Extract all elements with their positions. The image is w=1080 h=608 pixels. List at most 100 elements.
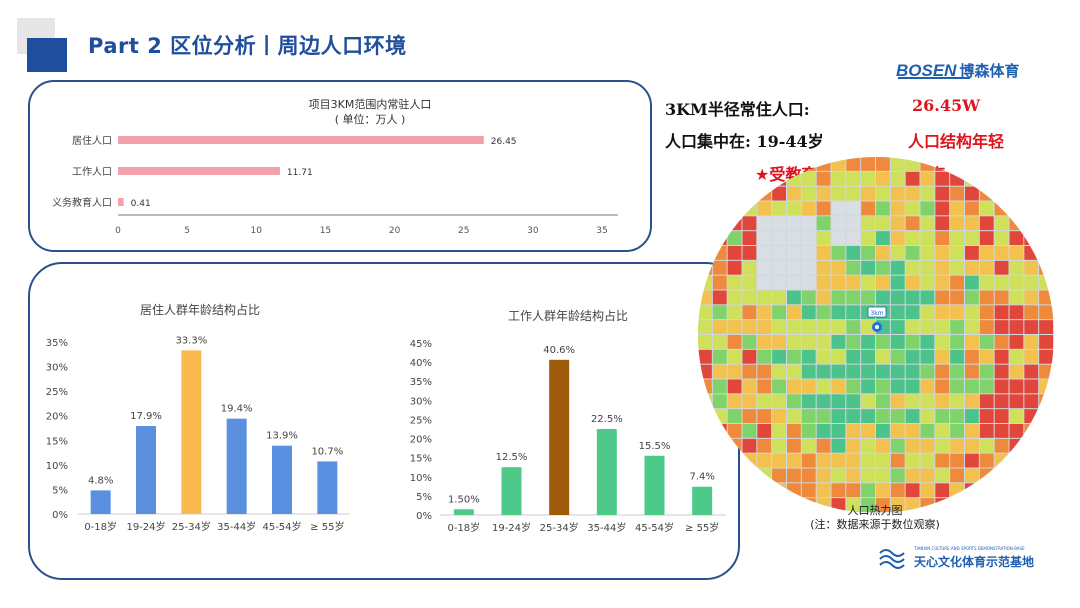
heat-cell: [742, 216, 757, 231]
heat-cell: [801, 468, 816, 483]
heat-cell: [861, 468, 875, 483]
heat-cell: [890, 201, 905, 216]
heat-cell: [905, 409, 920, 423]
heat-cell: [742, 424, 757, 438]
bosen-logo: BOSEN 博森体育: [896, 60, 1019, 81]
heat-cell: [727, 320, 742, 334]
heat-cell: [1009, 320, 1024, 334]
category-label: 45-54岁: [262, 520, 301, 533]
category-label: 45-54岁: [635, 521, 674, 534]
heat-cell: [831, 335, 846, 349]
heat-cell: [905, 320, 920, 334]
heat-cell: [861, 379, 875, 394]
heat-cell: [1024, 186, 1039, 201]
heat-cell: [905, 260, 920, 275]
data-label: 22.5%: [591, 414, 623, 425]
heat-cell: [950, 483, 964, 498]
heat-cell: [920, 364, 935, 379]
heat-cell: [712, 335, 727, 349]
heat-cell: [979, 424, 994, 438]
data-label: 0.41: [131, 199, 151, 209]
heat-cell: [1024, 275, 1039, 290]
heat-cell: [876, 394, 890, 409]
heat-cell: [1039, 157, 1053, 171]
heat-cell: [935, 468, 950, 483]
category-label: 0-18岁: [447, 521, 480, 534]
heat-cell: [935, 335, 950, 349]
heat-cell: [979, 379, 994, 394]
heat-cell: [1039, 290, 1053, 305]
data-label: 13.9%: [266, 431, 298, 442]
heat-cell: [1009, 468, 1024, 483]
heat-cell: [905, 349, 920, 364]
heat-cell: [994, 453, 1009, 468]
heat-cell: [1024, 335, 1039, 349]
heat-cell: [905, 216, 920, 231]
data-label: 15.5%: [639, 441, 671, 452]
heat-cell: [772, 320, 786, 334]
heat-cell: [727, 335, 742, 349]
heat-cell: [698, 231, 712, 245]
heat-cell: [965, 275, 979, 290]
heat-cell: [1024, 201, 1039, 216]
heat-cell: [742, 275, 757, 290]
heat-cell: [787, 305, 801, 320]
heat-cell: [861, 453, 875, 468]
heat-cell: [890, 409, 905, 423]
heat-cell: [876, 364, 890, 379]
heat-cell: [905, 231, 920, 245]
heat-cell: [965, 320, 979, 334]
heat-cell: [801, 260, 816, 275]
heat-cell: [994, 379, 1009, 394]
heat-cell: [816, 379, 831, 394]
heat-cell: [905, 157, 920, 171]
heat-cell: [920, 186, 935, 201]
heat-cell: [772, 394, 786, 409]
heat-cell: [890, 498, 905, 512]
heat-cell: [1009, 246, 1024, 260]
heat-cell: [950, 335, 964, 349]
heat-cell: [1024, 246, 1039, 260]
heat-cell: [965, 349, 979, 364]
heat-cell: [1009, 305, 1024, 320]
heat-cell: [1024, 364, 1039, 379]
heat-cell: [831, 275, 846, 290]
heat-cell: [920, 483, 935, 498]
heat-cell: [846, 335, 861, 349]
heat-cell: [801, 320, 816, 334]
heat-cell: [787, 438, 801, 453]
heat-cell: [1009, 438, 1024, 453]
heat-cell: [816, 246, 831, 260]
heat-cell: [772, 275, 786, 290]
y-tick-label: 45%: [410, 339, 432, 350]
heat-cell: [890, 246, 905, 260]
heat-cell: [787, 320, 801, 334]
heat-cell: [816, 409, 831, 423]
heat-cell: [965, 453, 979, 468]
heat-cell: [1039, 364, 1053, 379]
y-tick-label: 20%: [410, 435, 432, 446]
heat-cell: [965, 379, 979, 394]
data-label: 40.6%: [543, 345, 575, 356]
heat-cell: [1009, 275, 1024, 290]
heat-cell: [787, 260, 801, 275]
heat-cell: [979, 453, 994, 468]
heat-cell: [950, 186, 964, 201]
heat-cell: [757, 349, 772, 364]
heat-cell: [979, 394, 994, 409]
heat-cell: [727, 260, 742, 275]
heat-cell: [1024, 394, 1039, 409]
heat-cell: [1024, 409, 1039, 423]
heat-cell: [861, 335, 875, 349]
heat-cell: [965, 364, 979, 379]
heat-cell: [698, 320, 712, 334]
heat-cell: [1024, 320, 1039, 334]
heat-cell: [801, 409, 816, 423]
heat-cell: [965, 216, 979, 231]
heat-cell: [890, 290, 905, 305]
heat-cell: [801, 290, 816, 305]
bar: [692, 486, 713, 515]
heat-cell: [979, 364, 994, 379]
heat-cell: [890, 260, 905, 275]
heat-cell: [979, 438, 994, 453]
